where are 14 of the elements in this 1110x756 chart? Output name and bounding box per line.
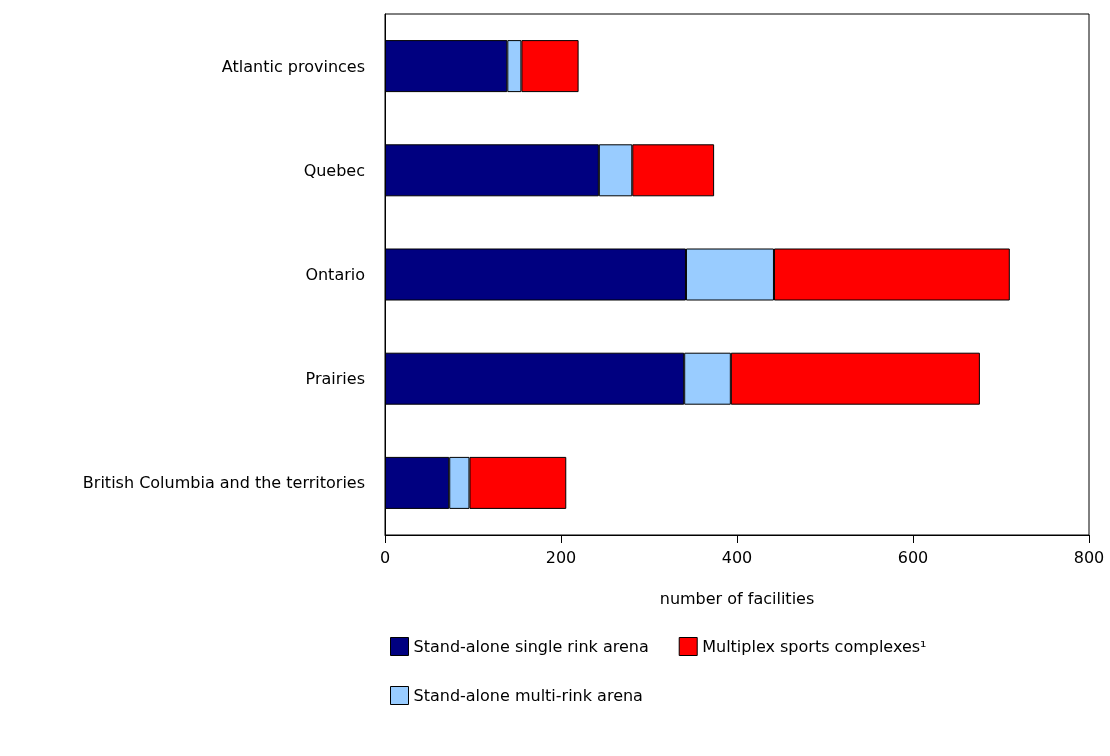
legend-label: Multiplex sports complexes¹ bbox=[702, 637, 927, 656]
legend-label: Stand-alone single rink arena bbox=[413, 637, 649, 656]
y-tick-label: Ontario bbox=[305, 265, 365, 284]
y-tick-label: Quebec bbox=[303, 160, 365, 180]
y-tick-label: Prairies bbox=[305, 369, 365, 389]
x-axis-title: number of facilities bbox=[659, 588, 815, 608]
x-tick-label: 200 bbox=[545, 547, 577, 567]
y-tick-label: British Columbia and the territories bbox=[82, 473, 365, 493]
x-tick-label: 600 bbox=[897, 547, 929, 567]
x-tick-label: 0 bbox=[379, 547, 391, 567]
x-tick-label: 400 bbox=[721, 547, 753, 567]
x-tick-label: 800 bbox=[1073, 547, 1105, 567]
legend-label: Stand-alone multi-rink arena bbox=[413, 686, 643, 705]
y-tick-label: Atlantic provinces bbox=[221, 56, 365, 76]
